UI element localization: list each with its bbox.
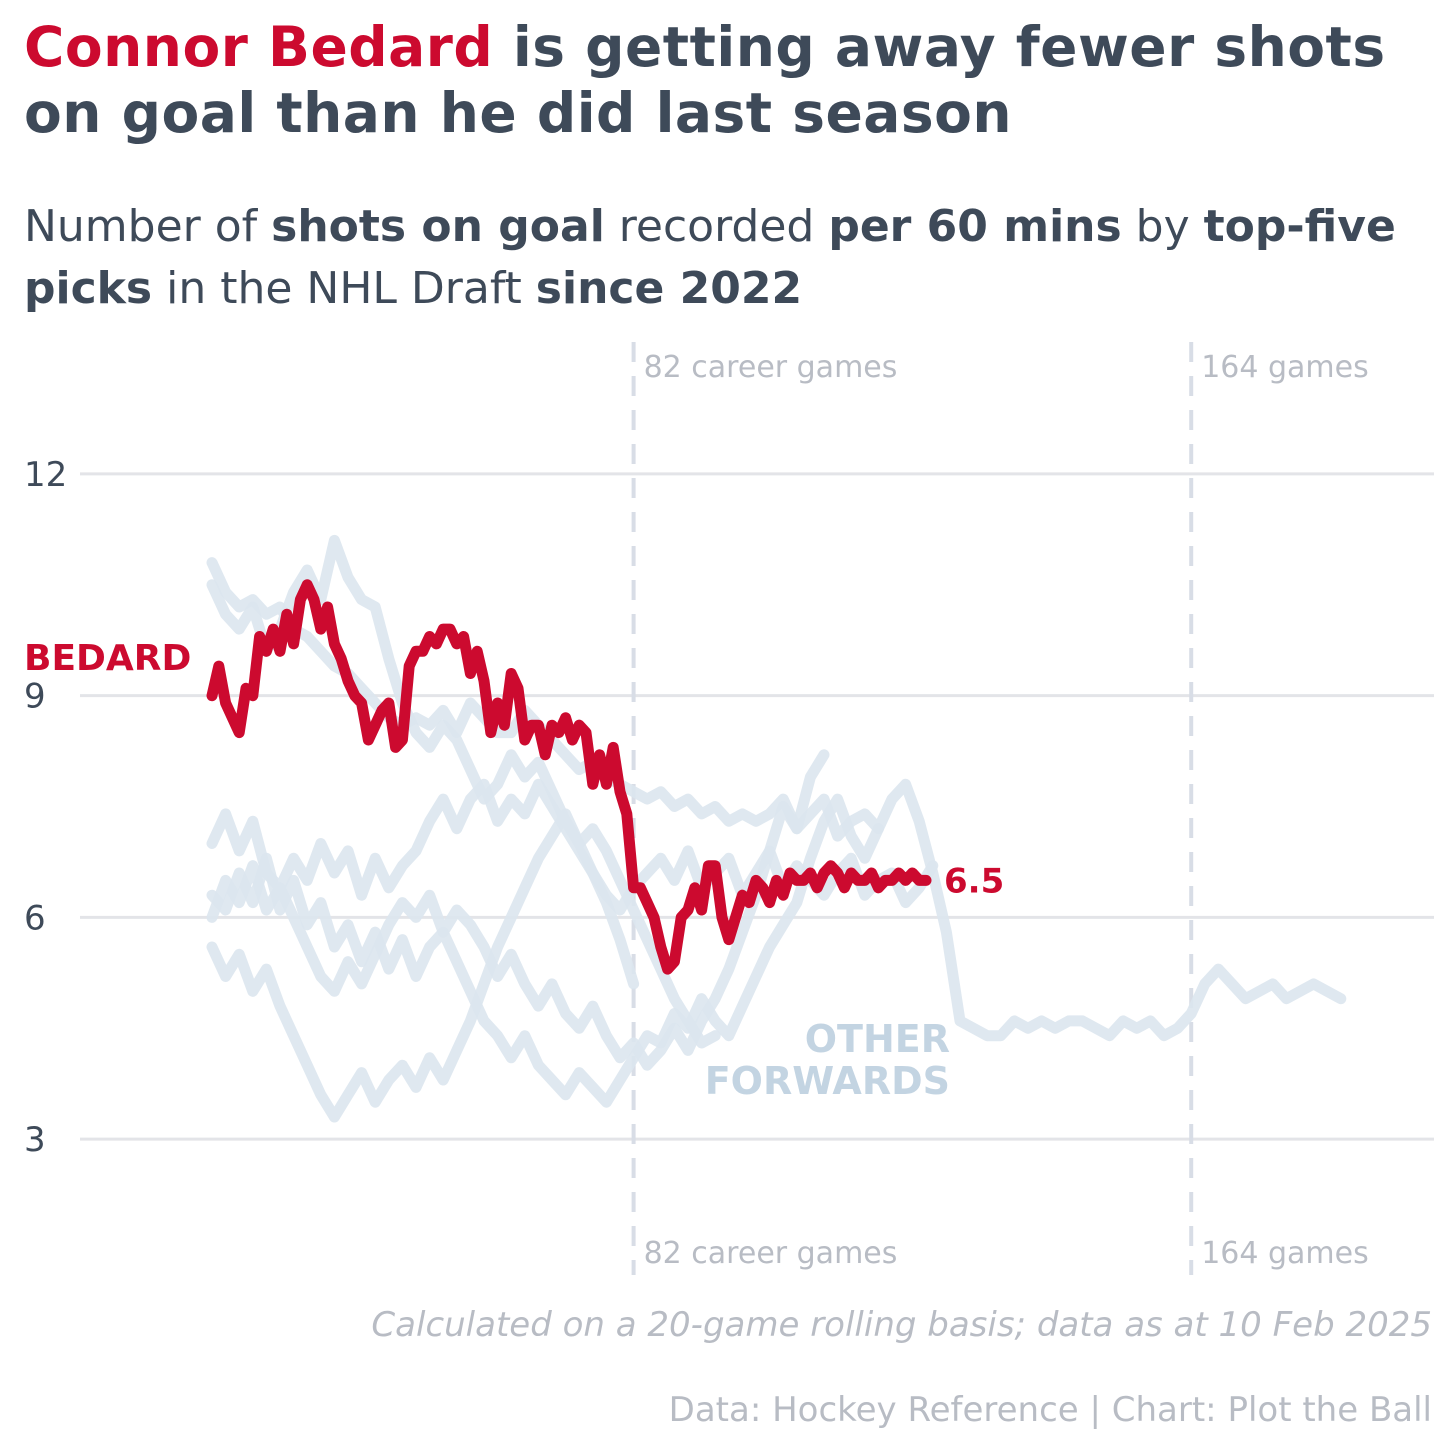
other-forward-line [206,749,830,1071]
other-forwards-label: FORWARDS [705,1059,950,1103]
reference-lines: 82 career games 82 career games 164 games 1… [631,342,1369,1275]
reference-line-label: 82 career games [644,1236,898,1271]
subtitle-text-3: by [1121,201,1204,252]
reference-line-label: 82 career games [644,350,898,385]
gridlines: 3 6 9 12 [24,455,1434,1160]
other-forwards-series [206,534,1347,1123]
title-rest: is getting away fewer shots on goal than… [24,15,1386,145]
title-highlight: Connor Bedard [24,15,494,79]
bedard-series [206,579,932,975]
y-tick-label: 12 [24,455,67,495]
reference-line-label: 164 games [1201,1236,1369,1271]
other-forward-line [206,808,721,1123]
chart-title: Connor Bedard is getting away fewer shot… [24,14,1444,146]
chart-subtitle: Number of shots on goal recorded per 60 … [24,196,1444,320]
bedard-label: BEDARD [24,638,191,679]
y-tick-label: 3 [24,1120,46,1160]
source-credit: Data: Hockey Reference | Chart: Plot the… [668,1390,1432,1430]
y-tick-label: 6 [24,898,46,938]
bedard-end-value-label: 6.5 [944,861,1004,901]
other-forward-line [206,793,884,1108]
footnote: Calculated on a 20-game rolling basis; d… [371,1305,1432,1345]
y-tick-label: 9 [24,677,46,717]
subtitle-bold-2: per 60 mins [828,201,1122,252]
other-forwards-label: OTHER [805,1017,950,1061]
bedard-line [206,579,932,975]
subtitle-bold-1: shots on goal [271,201,605,252]
subtitle-text-4: in the NHL Draft [152,263,536,314]
subtitle-bold-3: top-five picks [24,201,1396,314]
subtitle-text-1: Number of [24,201,272,252]
subtitle-text-2: recorded [604,201,829,252]
reference-line-label: 164 games [1201,350,1369,385]
subtitle-bold-4: since 2022 [535,263,803,314]
